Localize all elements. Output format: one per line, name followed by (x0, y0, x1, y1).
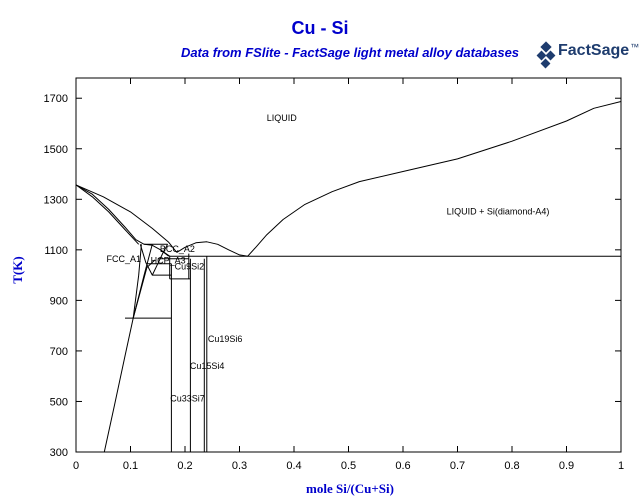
x-tick-label: 0.2 (177, 460, 192, 472)
x-axis-label: mole Si/(Cu+Si) (306, 481, 394, 496)
factsage-logo: FactSage™ (536, 40, 639, 72)
logo-trademark: ™ (630, 42, 640, 52)
x-tick-label: 0.1 (123, 460, 138, 472)
x-tick-label: 0.5 (341, 460, 356, 472)
x-tick-label: 0.8 (504, 460, 519, 472)
phase-boundary-liquidus-cu-upper (75, 184, 145, 245)
phase-boundary-bcc-left (139, 244, 169, 276)
x-tick-label: 1 (618, 460, 624, 472)
x-tick-label: 0.4 (286, 460, 301, 472)
phase-boundary-hcp-left (132, 259, 156, 319)
chart-subtitle: Data from FSlite - FactSage light metal … (180, 45, 520, 60)
x-axis-ticks: 0 0.1 0.2 0.3 0.4 0.5 0.6 0.7 0.8 0.9 1 (73, 78, 624, 472)
phase-boundary-liquidus-si (247, 101, 622, 257)
region-label: Cu33Si7 (170, 393, 205, 403)
region-label: HCP_A3 (151, 256, 186, 266)
logo-wordmark: FactSage™ (558, 42, 639, 60)
x-tick-label: 0.6 (395, 460, 410, 472)
phase-boundary-liquidus-mid (176, 241, 248, 257)
phase-boundary-solidus-cu (75, 184, 140, 245)
y-tick-label: 1100 (44, 245, 68, 257)
region-label: Cu15Si4 (190, 361, 225, 371)
region-labels: LIQUID LIQUID + Si(diamond-A4) FCC_A1 BCC_A… (107, 113, 550, 404)
x-tick-label: 0.3 (232, 460, 247, 472)
logo-text: FactSage (558, 42, 630, 59)
y-axis-ticks: 300 500 700 900 1100 1300 1500 1700 (44, 93, 621, 459)
y-tick-label: 300 (50, 447, 68, 459)
x-tick-label: 0.7 (450, 460, 465, 472)
region-label: Cu9Si2 (175, 261, 205, 271)
y-tick-label: 900 (50, 295, 68, 307)
phase-boundary-liquidus-dome (75, 184, 178, 253)
x-tick-label: 0 (73, 460, 79, 472)
y-tick-label: 1300 (44, 194, 68, 206)
x-tick-label: 0.9 (559, 460, 574, 472)
region-label: LIQUID (267, 113, 298, 123)
phase-boundary-fcc-solvus (103, 244, 142, 453)
region-label: FCC_A1 (107, 254, 142, 264)
region-label: BCC_A2 (160, 244, 195, 254)
y-tick-label: 1700 (44, 93, 68, 105)
phase-boundaries (75, 101, 622, 453)
y-tick-label: 500 (50, 396, 68, 408)
y-tick-label: 1500 (44, 144, 68, 156)
region-label: LIQUID + Si(diamond-A4) (447, 206, 550, 216)
phase-boundary-bcc-hcp-side (160, 249, 171, 279)
region-label: Cu19Si6 (208, 334, 243, 344)
y-tick-label: 700 (50, 346, 68, 358)
chart-title: Cu - Si (291, 18, 349, 38)
factsage-logo-icon (536, 41, 556, 69)
